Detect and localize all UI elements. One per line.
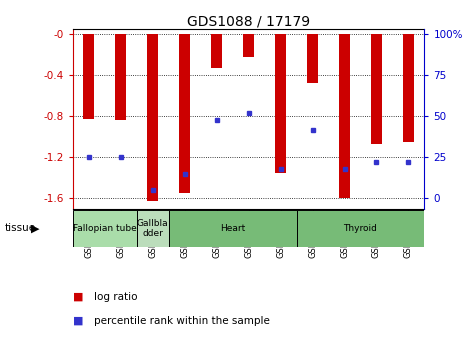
Bar bbox=[296, 210, 424, 247]
Bar bbox=[147, 34, 158, 200]
Bar bbox=[339, 34, 350, 198]
Title: GDS1088 / 17179: GDS1088 / 17179 bbox=[187, 14, 310, 28]
Bar bbox=[211, 34, 222, 68]
Bar bbox=[83, 34, 94, 119]
Bar bbox=[307, 34, 318, 83]
Text: log ratio: log ratio bbox=[94, 292, 137, 302]
Text: ▶: ▶ bbox=[30, 224, 39, 233]
Text: Heart: Heart bbox=[220, 224, 245, 233]
Bar bbox=[243, 34, 254, 57]
Text: Thyroid: Thyroid bbox=[344, 224, 378, 233]
Bar bbox=[179, 34, 190, 193]
Text: tissue: tissue bbox=[5, 224, 36, 233]
Text: ■: ■ bbox=[73, 316, 83, 326]
Text: Fallopian tube: Fallopian tube bbox=[73, 224, 136, 233]
Text: percentile rank within the sample: percentile rank within the sample bbox=[94, 316, 270, 326]
Text: Gallbla
dder: Gallbla dder bbox=[137, 219, 168, 238]
Bar bbox=[371, 34, 382, 144]
Text: ■: ■ bbox=[73, 292, 83, 302]
Bar bbox=[403, 34, 414, 142]
Bar bbox=[275, 34, 286, 173]
Bar bbox=[169, 210, 296, 247]
Bar bbox=[136, 210, 169, 247]
Bar bbox=[115, 34, 126, 119]
Bar bbox=[73, 210, 136, 247]
